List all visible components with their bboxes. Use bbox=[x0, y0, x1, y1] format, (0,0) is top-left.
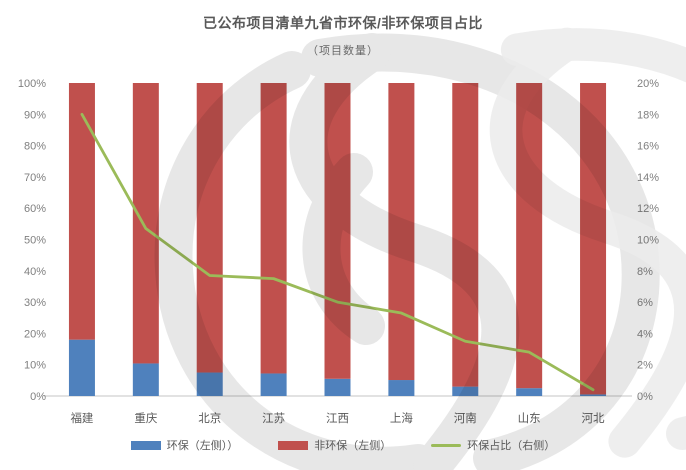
legend-red-bar-swatch-icon bbox=[278, 440, 309, 450]
stacked-bar-segment bbox=[324, 378, 351, 396]
legend-green-line-swatch-icon bbox=[431, 443, 462, 447]
left-axis-tick: 90% bbox=[24, 109, 46, 121]
category-label: 河南 bbox=[454, 411, 477, 425]
stacked-bar-segment bbox=[580, 83, 607, 395]
left-axis-tick: 40% bbox=[24, 266, 46, 278]
category-label: 山东 bbox=[518, 412, 541, 425]
stacked-bar-segment bbox=[68, 339, 95, 396]
legend-blue-bar-swatch-icon bbox=[130, 440, 161, 450]
left-axis-tick: 100% bbox=[18, 78, 46, 90]
legend-label: 环保（左侧）） bbox=[166, 440, 239, 452]
stacked-bar-segment bbox=[196, 372, 223, 396]
left-axis-tick: 60% bbox=[24, 203, 46, 215]
category-label: 上海 bbox=[390, 411, 413, 425]
right-axis-tick: 14% bbox=[637, 172, 659, 184]
category-label: 重庆 bbox=[134, 411, 157, 425]
stacked-bar-segment bbox=[580, 394, 607, 396]
category-label: 江西 bbox=[326, 412, 349, 425]
right-axis-tick: 12% bbox=[637, 203, 659, 215]
legend-item-huanbao: 环保（左侧）） bbox=[130, 437, 239, 453]
stacked-bar-segment bbox=[196, 83, 223, 373]
chart-legend: 环保（左侧）） 非环保（左侧） 环保占比（右侧） bbox=[0, 437, 686, 453]
legend-label: 环保占比（右侧） bbox=[467, 440, 556, 452]
category-label: 河北 bbox=[582, 412, 605, 425]
stacked-bar-segment bbox=[516, 388, 543, 396]
stacked-bar-segment bbox=[132, 83, 159, 364]
stacked-bar-segment bbox=[260, 373, 287, 396]
stacked-bar-segment bbox=[68, 83, 95, 340]
stacked-bar-segment bbox=[260, 83, 287, 374]
category-label: 江苏 bbox=[262, 412, 285, 425]
left-axis-tick: 30% bbox=[24, 297, 46, 309]
stacked-bar-segment bbox=[388, 83, 415, 381]
chart-title: 已公布项目清单九省市环保/非环保项目占比 bbox=[203, 15, 483, 31]
left-axis-tick: 20% bbox=[24, 328, 46, 340]
stacked-bar-segment bbox=[132, 363, 159, 396]
left-axis-tick: 10% bbox=[24, 360, 46, 372]
legend-item-huanbaozhanbi: 环保占比（右侧） bbox=[431, 437, 555, 453]
right-axis-tick: 18% bbox=[637, 109, 659, 121]
right-axis-tick: 8% bbox=[637, 266, 653, 278]
category-label: 北京 bbox=[198, 411, 221, 425]
left-axis-tick: 80% bbox=[24, 141, 46, 153]
stacked-bar-segment bbox=[324, 83, 351, 379]
category-label: 福建 bbox=[70, 411, 93, 425]
right-axis-tick: 0% bbox=[637, 391, 653, 403]
legend-item-feihuanbao: 非环保（左侧） bbox=[278, 437, 391, 453]
stacked-bar-segment bbox=[516, 83, 543, 389]
left-axis-tick: 0% bbox=[30, 391, 46, 403]
right-axis-tick: 6% bbox=[637, 297, 653, 309]
left-axis-tick: 70% bbox=[24, 172, 46, 184]
right-axis-tick: 2% bbox=[637, 360, 653, 372]
stacked-bar-segment bbox=[452, 386, 479, 396]
right-axis-tick: 16% bbox=[637, 141, 659, 153]
right-axis-tick: 10% bbox=[637, 235, 659, 247]
right-axis-tick: 20% bbox=[637, 78, 659, 90]
legend-label: 非环保（左侧） bbox=[314, 440, 392, 452]
left-axis-tick: 50% bbox=[24, 235, 46, 247]
right-axis-tick: 4% bbox=[637, 328, 653, 340]
stacked-bar-segment bbox=[388, 380, 415, 396]
